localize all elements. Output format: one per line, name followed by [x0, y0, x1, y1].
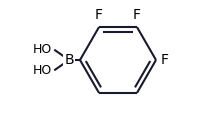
Text: F: F	[161, 53, 169, 67]
Text: HO: HO	[33, 64, 52, 77]
Text: B: B	[64, 53, 74, 67]
Text: HO: HO	[33, 43, 52, 56]
Text: F: F	[133, 8, 141, 22]
Text: F: F	[95, 8, 103, 22]
